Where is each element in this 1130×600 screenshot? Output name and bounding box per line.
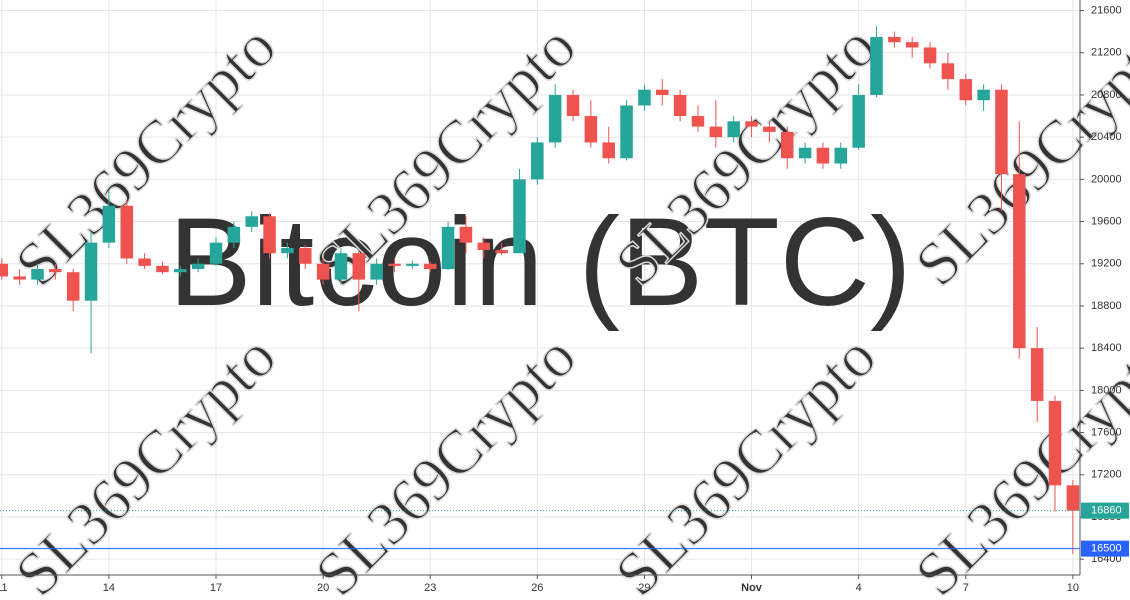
candle-body: [727, 121, 740, 138]
candle-body: [763, 126, 776, 132]
candle-body: [459, 226, 473, 243]
candle-body: [31, 269, 44, 280]
x-tick-label: 29: [638, 582, 650, 594]
candle-body: [620, 105, 633, 159]
candle-body: [66, 272, 80, 301]
candle-body: [923, 47, 937, 64]
candle-body: [0, 263, 9, 277]
candle-body: [334, 253, 348, 280]
candle-body: [120, 205, 133, 259]
x-tick-label: Nov: [741, 582, 763, 594]
y-tick-label: 18000: [1091, 384, 1122, 396]
candle-body: [709, 126, 723, 138]
y-tick-label: 19600: [1091, 215, 1122, 227]
price-label: 16860: [1091, 505, 1122, 517]
candle-body: [870, 36, 883, 95]
candle-body: [49, 269, 62, 273]
y-tick-label: 18800: [1091, 300, 1122, 312]
candles: [0, 26, 1080, 554]
y-tick-label: 20400: [1091, 131, 1122, 143]
candle-body: [495, 250, 508, 254]
candle-body: [263, 216, 276, 254]
candle-body: [566, 94, 580, 117]
candle-body: [673, 94, 687, 117]
candle-body: [780, 131, 794, 159]
y-tick-label: 17200: [1091, 469, 1122, 481]
candle-body: [138, 258, 151, 266]
candle-body: [441, 226, 455, 270]
candle-body: [548, 94, 562, 143]
y-tick-label: 20800: [1091, 89, 1122, 101]
candle-body: [816, 147, 830, 164]
x-tick-label: 20: [317, 582, 329, 594]
candle-body: [888, 36, 901, 43]
candle-body: [905, 42, 919, 48]
candle-body: [352, 253, 366, 280]
candle-body: [477, 242, 491, 251]
candle-body: [316, 263, 330, 280]
candle-body: [388, 263, 401, 266]
candle-body: [584, 116, 598, 143]
y-tick-label: 21600: [1091, 4, 1122, 16]
candle-body: [959, 79, 972, 101]
candle-body: [102, 205, 116, 243]
candle-body: [1013, 174, 1026, 349]
candle-body: [227, 226, 241, 243]
candle-body: [977, 89, 990, 101]
watermark-title: Bitcoin (BTC): [168, 193, 911, 332]
x-tick-label: 7: [963, 582, 969, 594]
x-tick-label: 10: [1067, 582, 1079, 594]
candle-body: [656, 89, 669, 95]
candle-body: [602, 142, 615, 159]
candle-body: [84, 242, 98, 301]
candle-body: [174, 269, 187, 273]
candle-body: [691, 116, 705, 127]
candle-body: [638, 89, 651, 106]
candle-body: [370, 263, 383, 280]
candle-body: [995, 89, 1008, 175]
y-tick-label: 21200: [1091, 47, 1122, 59]
candle-body: [941, 63, 955, 80]
candle-body: [834, 147, 848, 164]
x-tick-label: 23: [424, 582, 436, 594]
candle-body: [245, 216, 258, 227]
candle-body: [406, 263, 419, 266]
candle-body: [209, 242, 223, 264]
x-tick-label: 14: [103, 582, 115, 594]
candle-body: [798, 147, 812, 159]
candle-body: [1066, 485, 1080, 511]
candle-body: [513, 179, 526, 254]
candle-body: [299, 247, 312, 264]
candle-body: [423, 263, 437, 270]
y-tick-label: 19200: [1091, 258, 1122, 270]
price-label-box: [1081, 540, 1129, 557]
y-tick-label: 20000: [1091, 173, 1122, 185]
y-tick-label: 17600: [1091, 426, 1122, 438]
x-tick-label: 4: [856, 582, 862, 594]
candle-body: [281, 247, 294, 254]
candle-body: [156, 265, 169, 273]
x-tick-label: 11: [0, 582, 7, 594]
x-tick-label: 17: [210, 582, 222, 594]
candle-body: [852, 94, 865, 148]
y-tick-label: 18400: [1091, 342, 1122, 354]
candle-body: [13, 276, 26, 280]
candle-body: [1048, 400, 1062, 486]
candle-body: [531, 142, 544, 180]
candle-body: [745, 121, 758, 127]
price-label: 16500: [1091, 543, 1122, 555]
candle-body: [191, 263, 205, 270]
x-tick-label: 26: [531, 582, 543, 594]
price-label-box: [1081, 502, 1129, 519]
candle-body: [1030, 348, 1044, 401]
